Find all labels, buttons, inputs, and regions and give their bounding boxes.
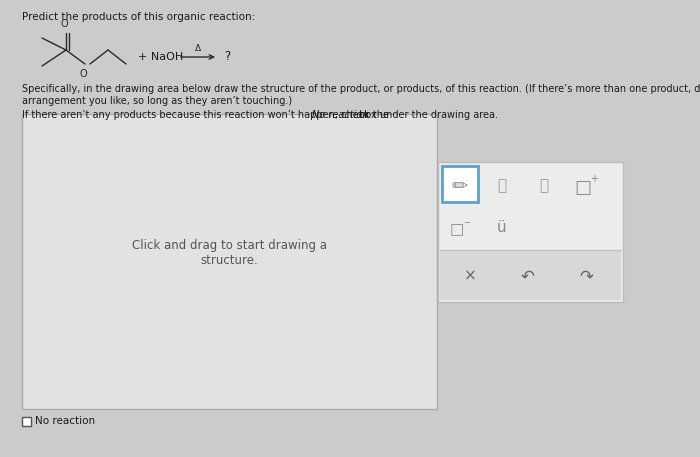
Bar — [438, 162, 623, 302]
Text: ?: ? — [224, 51, 230, 64]
Text: O: O — [60, 19, 68, 29]
Text: 🧹: 🧹 — [498, 179, 507, 193]
Bar — [440, 250, 621, 300]
Bar — [22, 417, 31, 426]
Text: ✏: ✏ — [452, 176, 468, 196]
Text: Predict the products of this organic reaction:: Predict the products of this organic rea… — [22, 12, 255, 22]
Text: No reaction: No reaction — [35, 416, 95, 426]
Text: +: + — [590, 174, 598, 184]
Text: + NaOH: + NaOH — [138, 52, 183, 62]
Text: ↶: ↶ — [521, 267, 535, 285]
Text: □: □ — [450, 223, 464, 238]
Bar — [22, 114, 437, 409]
Text: O: O — [79, 69, 87, 79]
Text: −: − — [463, 218, 470, 228]
Text: arrangement you like, so long as they aren’t touching.): arrangement you like, so long as they ar… — [22, 96, 292, 106]
Text: Specifically, in the drawing area below draw the structure of the product, or pr: Specifically, in the drawing area below … — [22, 84, 700, 94]
Text: ↷: ↷ — [579, 267, 593, 285]
Text: ×: × — [463, 269, 477, 283]
Text: If there aren’t any products because this reaction won’t happen, check the: If there aren’t any products because thi… — [22, 110, 392, 120]
Text: box under the drawing area.: box under the drawing area. — [356, 110, 498, 120]
Text: ü: ü — [497, 220, 507, 235]
Bar — [442, 166, 478, 202]
Text: 🖐: 🖐 — [540, 179, 549, 193]
Text: No reaction: No reaction — [312, 110, 368, 120]
Text: □: □ — [575, 179, 592, 197]
Text: Click and drag to start drawing a
structure.: Click and drag to start drawing a struct… — [132, 239, 327, 266]
Text: Δ: Δ — [195, 44, 201, 53]
